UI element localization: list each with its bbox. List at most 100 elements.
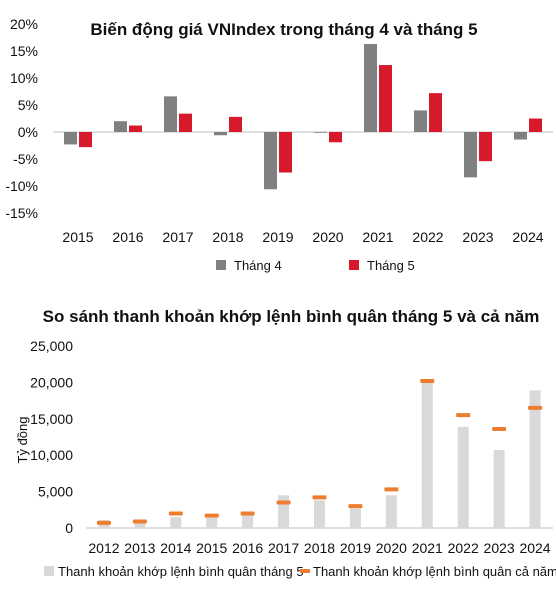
chart-2-marker-2016 [240,511,255,516]
chart-2-x-tick-label: 2018 [304,540,335,556]
chart-2-marker-2017 [276,500,291,505]
chart-1: Biến động giá VNIndex trong tháng 4 và t… [5,16,553,273]
chart-2-bar-2019 [349,508,361,528]
chart-2-marker-2019 [348,504,363,509]
chart-1-bar-thang-4-2022 [414,110,427,132]
chart-1-y-tick-label: -10% [5,178,38,194]
chart-1-title: Biến động giá VNIndex trong tháng 4 và t… [90,20,477,39]
chart-2-bar-2018 [314,500,325,528]
chart-1-bar-thang-5-2024 [529,118,542,132]
chart-1-y-tick-label: 5% [18,97,38,113]
chart-2-x-tick-label: 2024 [519,540,550,556]
chart-2-bar-2017 [278,495,290,528]
chart-2-markers [96,378,543,525]
chart-2-bar-2013 [134,522,146,528]
chart-1-bar-thang-5-2017 [179,113,192,132]
chart-1-x-tick-label: 2024 [512,229,543,245]
chart-1-x-tick-label: 2019 [262,229,293,245]
chart-2-bar-2020 [385,495,397,528]
chart-1-x-axis: 2015 2016 2017 2018 2019 2020 2021 2022 2023 2024 [62,229,543,245]
chart-2-y-tick-label: 25,000 [30,338,73,354]
chart-1-x-tick-label: 2018 [212,229,243,245]
chart-1-legend-swatch-thang-5 [349,260,359,270]
chart-2-x-tick-label: 2017 [268,540,299,556]
chart-2-bar-2023 [493,450,505,528]
chart-1-y-tick-label: 10% [10,70,38,86]
chart-2-marker-2022 [456,413,471,418]
chart-1-x-tick-label: 2016 [112,229,143,245]
chart-2-bars [98,380,541,528]
chart-2-x-tick-label: 2014 [160,540,191,556]
chart-2-x-tick-label: 2021 [412,540,443,556]
chart-1-y-tick-label: 0% [18,124,38,140]
chart-1-bar-thang-5-2018 [229,116,242,132]
chart-2-legend-swatch-ca-nam [300,569,310,573]
chart-2-x-tick-label: 2013 [124,540,155,556]
chart-1-x-tick-label: 2015 [62,229,93,245]
chart-1-y-axis: -15% -10% -5% 0% 5% 10% 15% 20% [5,16,38,221]
chart-2-x-tick-label: 2023 [484,540,515,556]
chart-2-marker-2018 [312,495,327,500]
chart-1-legend-swatch-thang-4 [216,260,226,270]
chart-1-legend-label-thang-4: Tháng 4 [234,258,282,273]
chart-1-y-tick-label: 15% [10,43,38,59]
chart-2-bar-2021 [421,380,433,528]
chart-1-bars [64,43,542,190]
chart-2-y-tick-label: 0 [65,520,73,536]
chart-2-x-tick-label: 2019 [340,540,371,556]
chart-1-bar-thang-5-2016 [129,125,142,132]
chart-2-y-tick-label: 20,000 [30,374,73,390]
chart-2-marker-2013 [132,519,147,524]
chart-1-y-tick-label: -15% [5,205,38,221]
chart-2-y-tick-label: 10,000 [30,447,73,463]
chart-2-x-tick-label: 2012 [88,540,119,556]
chart-2-y-tick-label: 15,000 [30,411,73,427]
chart-1-bar-thang-4-2015 [64,132,77,145]
chart-1-bar-thang-4-2023 [464,132,477,178]
chart-2-marker-2023 [492,426,507,431]
chart-2-x-tick-label: 2016 [232,540,263,556]
chart-1-bar-thang-4-2016 [114,121,127,132]
chart-2-title: So sánh thanh khoản khớp lệnh bình quân … [43,307,540,326]
chart-1-bar-thang-5-2015 [79,132,92,148]
chart-2: So sánh thanh khoản khớp lệnh bình quân … [15,307,556,579]
chart-2-y-axis: 0 5,000 10,000 15,000 20,000 25,000 [30,338,73,536]
chart-1-x-tick-label: 2021 [362,229,393,245]
chart-1-bar-thang-5-2019 [279,132,292,173]
chart-2-x-tick-label: 2015 [196,540,227,556]
chart-1-bar-thang-5-2022 [429,93,442,132]
chart-1-bar-thang-5-2023 [479,132,492,162]
chart-2-y-tick-label: 5,000 [38,484,73,500]
chart-2-bar-2015 [206,517,218,528]
chart-1-bar-thang-4-2019 [264,132,277,190]
chart-1-bar-thang-4-2021 [364,43,377,133]
chart-2-marker-2021 [420,378,435,383]
chart-2-x-tick-label: 2022 [448,540,479,556]
chart-2-x-tick-label: 2020 [376,540,407,556]
chart-2-legend-label-ca-nam: Thanh khoản khớp lệnh bình quân cả năm [313,564,556,579]
chart-1-bar-thang-4-2018 [214,132,227,136]
chart-1-bar-thang-4-2017 [164,96,177,132]
chart-2-marker-2024 [528,405,543,410]
chart-1-bar-thang-5-2021 [379,65,392,132]
chart-1-x-tick-label: 2020 [312,229,343,245]
chart-1-y-tick-label: 20% [10,16,38,32]
chart-2-bar-2014 [170,517,182,528]
chart-1-bar-thang-5-2020 [329,132,342,143]
chart-1-x-tick-label: 2017 [162,229,193,245]
chart-1-bar-thang-4-2020 [314,132,327,133]
chart-2-bar-2024 [529,390,541,528]
chart-1-y-tick-label: -5% [13,151,38,167]
chart-2-legend: Thanh khoản khớp lệnh bình quân tháng 5 … [44,564,556,579]
chart-2-bar-2022 [457,426,469,528]
chart-2-marker-2015 [204,513,219,518]
chart-2-marker-2014 [168,511,183,516]
chart-1-x-tick-label: 2022 [412,229,443,245]
chart-1-legend-label-thang-5: Tháng 5 [367,258,415,273]
chart-2-bar-2016 [242,514,254,528]
chart-2-marker-2020 [384,487,399,492]
chart-2-legend-label-thang-5: Thanh khoản khớp lệnh bình quân tháng 5 [58,564,304,579]
chart-2-legend-swatch-thang-5 [44,566,54,576]
chart-1-bar-thang-4-2024 [514,132,527,140]
